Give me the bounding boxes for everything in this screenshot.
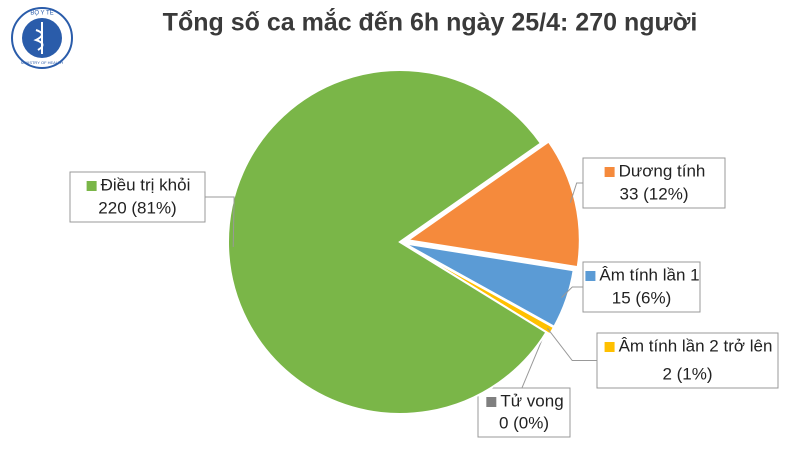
label-box <box>596 332 779 389</box>
value-label: 2 (1%) <box>662 364 712 383</box>
value-label: 33 (12%) <box>620 184 689 203</box>
logo-symbol <box>33 22 44 54</box>
leader-line <box>547 327 597 361</box>
leader-line <box>561 286 583 298</box>
value-label: 220 (81%) <box>98 198 176 217</box>
logo-bottom-text: MINISTRY OF HEALTH <box>21 60 63 65</box>
leader-line <box>569 182 583 203</box>
data-label: Âm tính lần 2 trở lên 2 (1%) <box>596 332 779 389</box>
value-label: 15 (6%) <box>612 288 672 307</box>
data-label: Dương tính 33 (12%) <box>582 157 726 209</box>
category-label: Tử vong <box>500 391 563 410</box>
label-box <box>477 387 571 438</box>
category-label: Âm tính lần 2 trở lên <box>619 336 773 355</box>
label-box <box>582 157 726 209</box>
logo-top-text: BỘ Y TẾ <box>30 10 53 17</box>
category-label: Điều trị khỏi <box>101 175 191 194</box>
pie-slice <box>405 140 581 269</box>
legend-key <box>604 342 615 352</box>
category-label: Âm tính lần 1 <box>599 265 699 284</box>
leader-line <box>205 196 235 247</box>
label-box <box>582 261 701 313</box>
data-label: Điều trị khỏi 220 (81%) <box>69 171 206 223</box>
legend-key <box>585 271 596 281</box>
pie-slice <box>227 69 548 415</box>
category-label: Dương tính <box>619 161 706 180</box>
label-box <box>69 171 206 223</box>
legend-key <box>486 397 497 407</box>
data-label: Tử vong 0 (0%) <box>477 387 571 438</box>
value-label: 0 (0%) <box>499 413 549 432</box>
data-label: Âm tính lần 1 15 (6%) <box>582 261 701 313</box>
chart-title: Tổng số ca mắc đến 6h ngày 25/4: 270 ngư… <box>163 7 698 37</box>
logo: BỘ Y TẾ MINISTRY OF HEALTH <box>11 7 73 69</box>
legend-key <box>86 181 97 191</box>
legend-key <box>604 167 615 177</box>
